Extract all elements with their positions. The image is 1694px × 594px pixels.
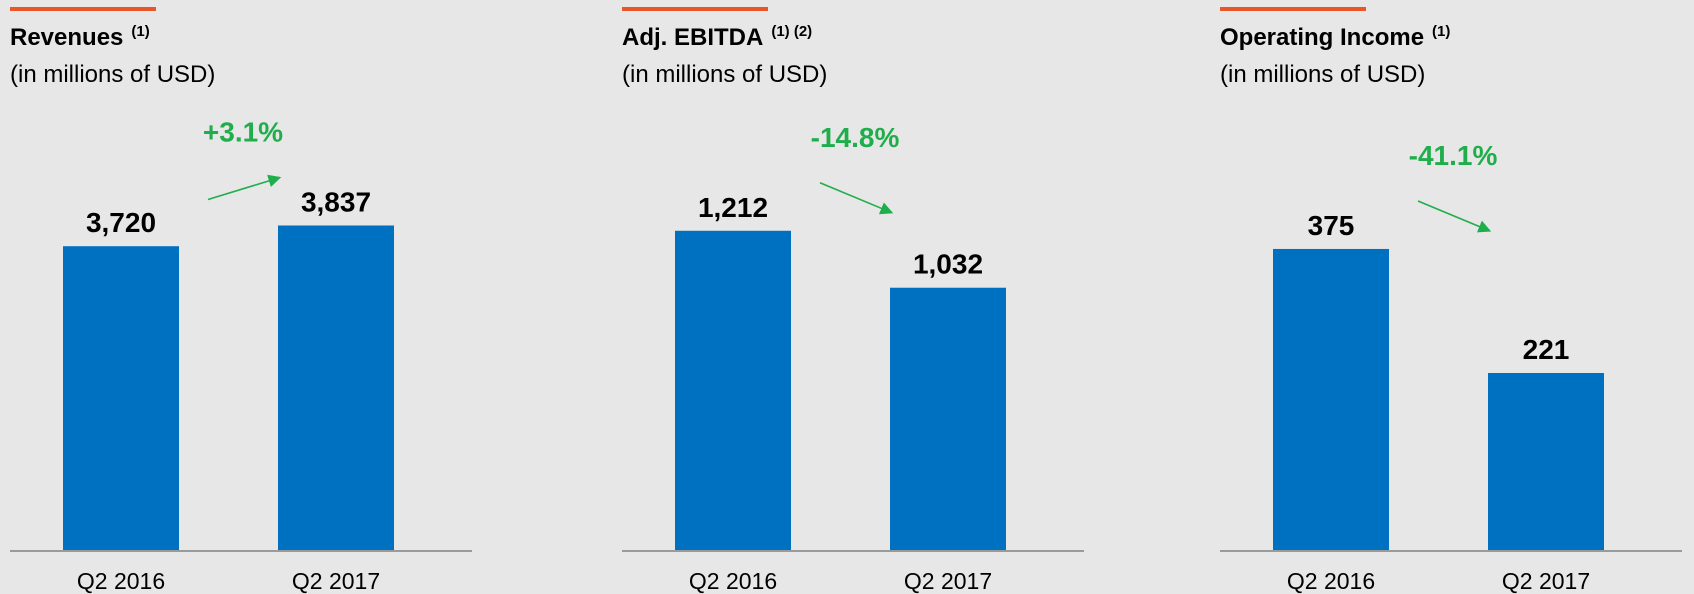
chart-subtitle: (in millions of USD): [10, 61, 215, 88]
chart-panel: Adj. EBITDA (1) (2) (in millions of USD) 1,…: [622, 7, 1084, 594]
chart-subtitle: (in millions of USD): [1220, 61, 1425, 88]
x-tick-label: Q2 2017: [1502, 568, 1590, 594]
chart-title: Revenues (1): [10, 23, 150, 51]
x-tick-label: Q2 2016: [689, 568, 777, 594]
x-tick-label: Q2 2017: [292, 568, 380, 594]
x-tick-label: Q2 2017: [904, 568, 992, 594]
bar: [1488, 372, 1604, 551]
bar: [675, 230, 791, 551]
chart-title-text: Adj. EBITDA: [622, 24, 763, 51]
bar: [63, 246, 179, 551]
chart-panel: Operating Income (1) (in millions of USD) 3…: [1220, 7, 1682, 594]
change-arrow: [1417, 200, 1492, 233]
accent-bar: [622, 7, 768, 11]
change-arrow: [207, 174, 282, 201]
value-label: 1,032: [913, 249, 983, 280]
bar: [278, 225, 394, 552]
chart-panel: Revenues (1) (in millions of USD) 3,720 Q2 2…: [10, 7, 472, 594]
x-tick-label: Q2 2016: [1287, 568, 1375, 594]
value-label: 3,720: [86, 207, 156, 238]
change-arrow: [819, 182, 894, 215]
title-footnote: (1): [1432, 23, 1450, 40]
change-annotation: -41.1%: [1409, 140, 1498, 171]
title-footnote: (1): [131, 23, 149, 40]
chart-title-text: Revenues: [10, 24, 123, 51]
value-label: 3,837: [301, 186, 371, 217]
chart-title: Operating Income (1): [1220, 23, 1450, 51]
accent-bar: [1220, 7, 1366, 11]
title-footnote: (1) (2): [771, 23, 812, 40]
change-annotation: +3.1%: [203, 116, 283, 147]
accent-bar: [10, 7, 156, 11]
chart-title-text: Operating Income: [1220, 24, 1424, 51]
value-label: 375: [1308, 210, 1355, 241]
value-label: 1,212: [698, 192, 768, 223]
x-tick-label: Q2 2016: [77, 568, 165, 594]
chart-title: Adj. EBITDA (1) (2): [622, 23, 812, 51]
bar: [1273, 248, 1389, 552]
chart-subtitle: (in millions of USD): [622, 61, 827, 88]
value-label: 221: [1523, 334, 1570, 365]
change-annotation: -14.8%: [811, 122, 900, 153]
bar: [890, 287, 1006, 551]
